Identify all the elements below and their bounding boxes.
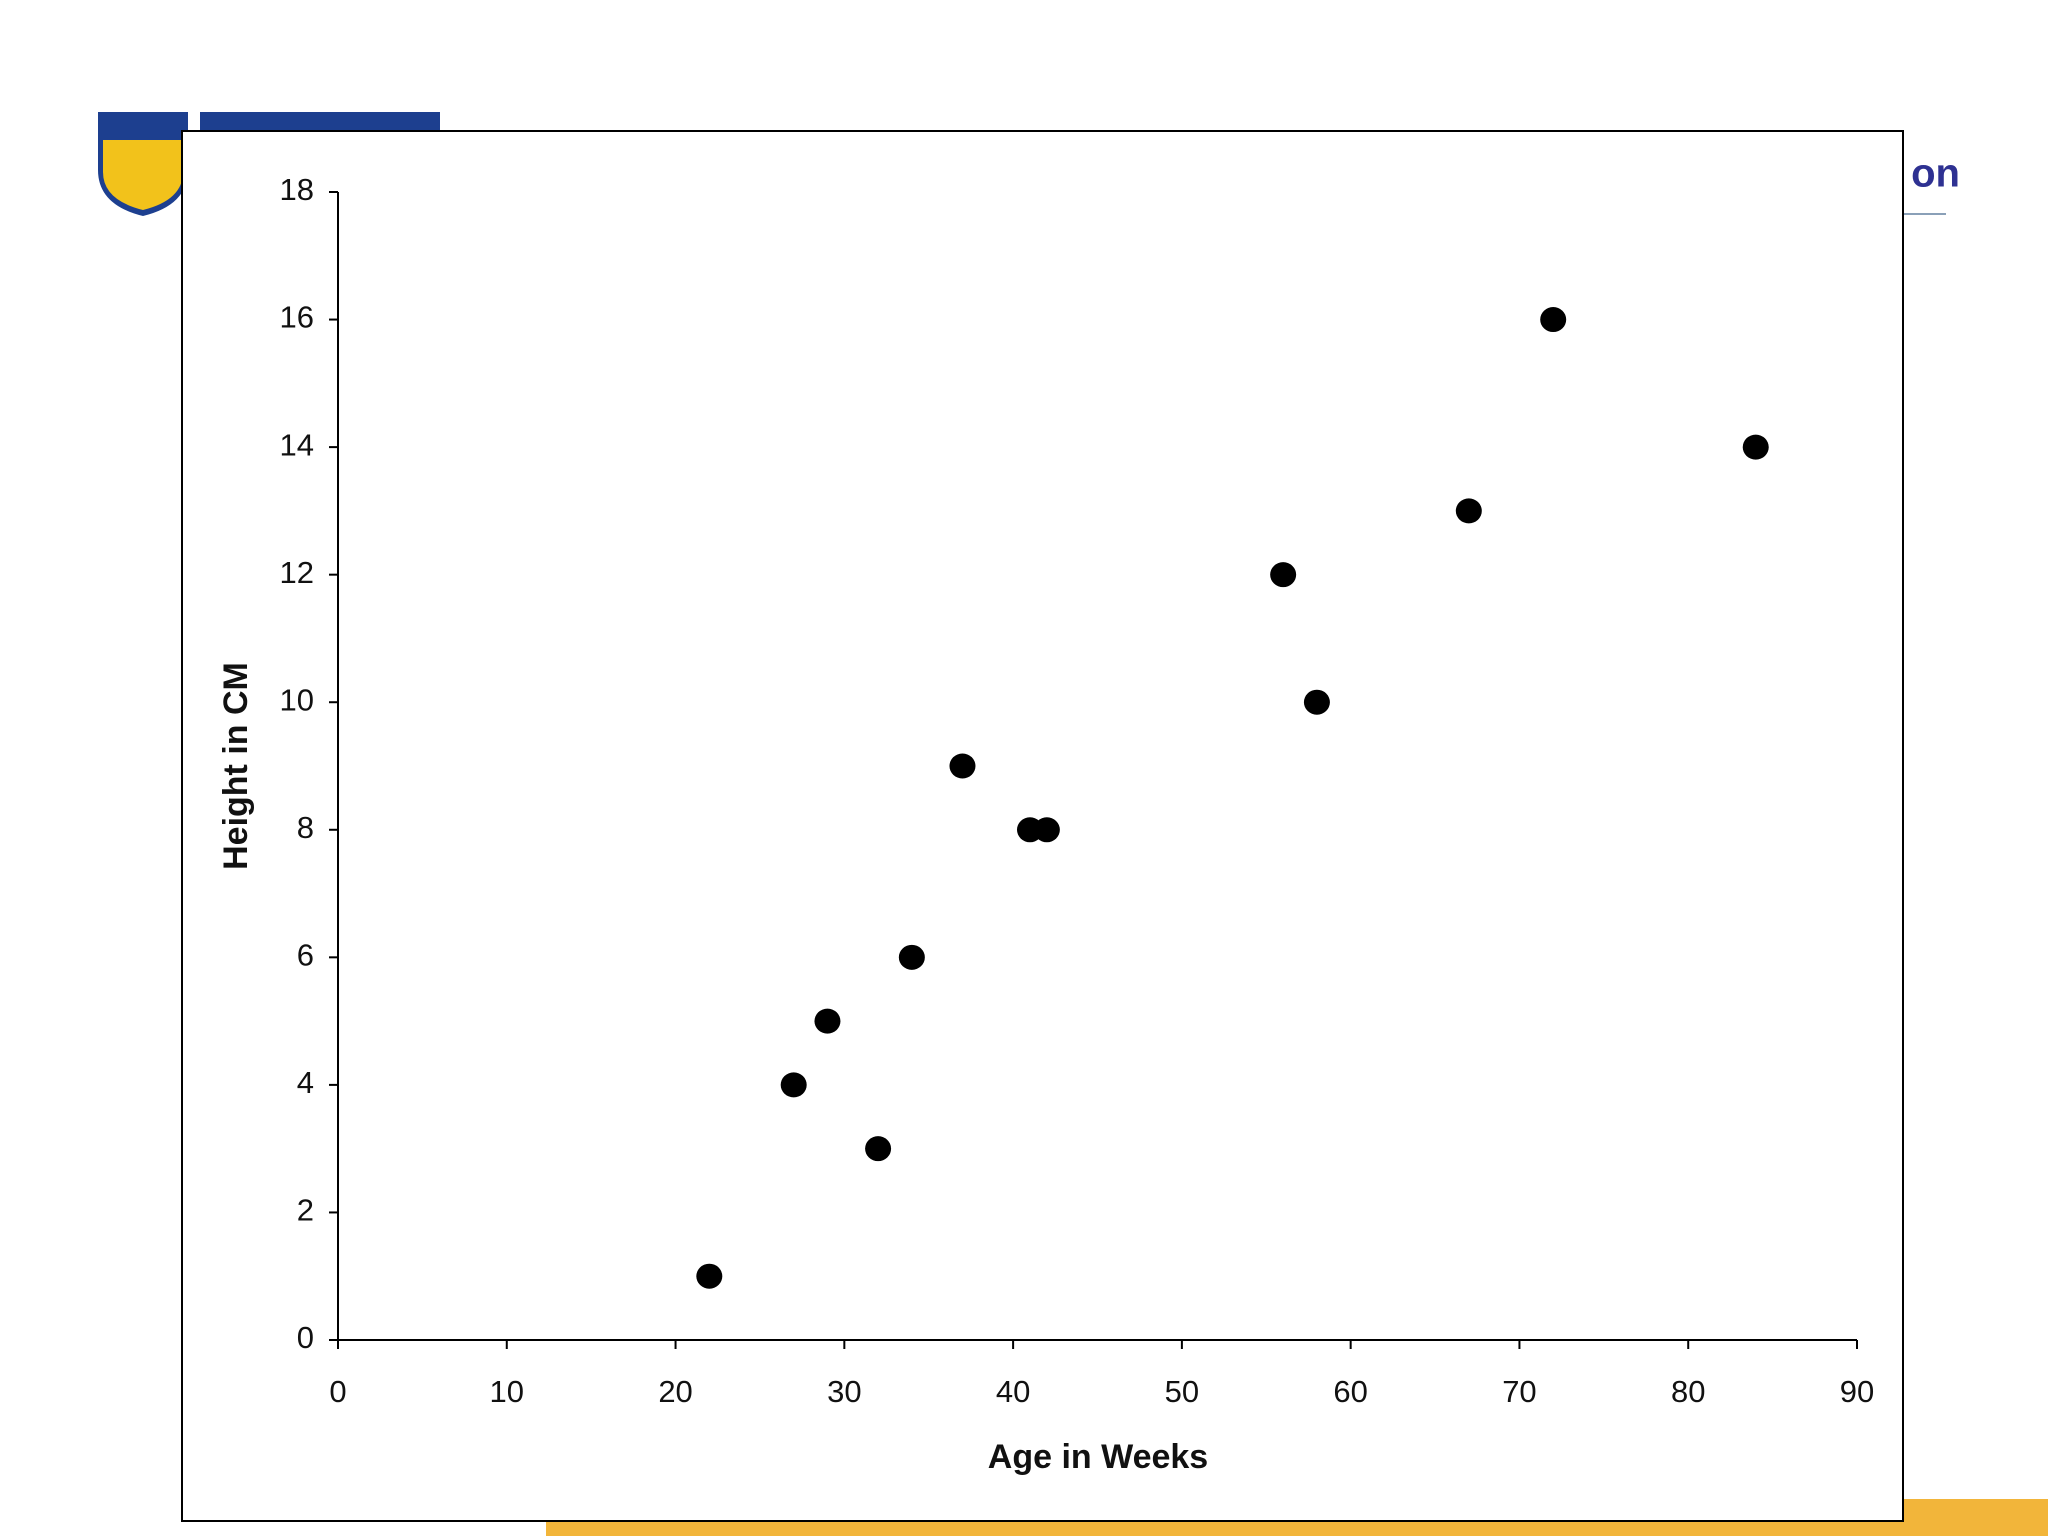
y-tick-label: 0	[297, 1320, 314, 1355]
point	[780, 1072, 807, 1098]
point	[1742, 434, 1769, 460]
point	[898, 944, 925, 970]
y-tick-label: 6	[297, 938, 314, 973]
y-tick-label: 2	[297, 1193, 314, 1228]
y-tick-label: 8	[297, 810, 314, 845]
y-tick-label: 12	[280, 555, 314, 590]
y-axis-title: Height in CM	[217, 662, 255, 870]
x-tick-label: 50	[1165, 1374, 1199, 1409]
point	[696, 1263, 723, 1289]
point	[1455, 498, 1482, 524]
point	[865, 1136, 892, 1162]
x-tick-label: 10	[490, 1374, 524, 1409]
point	[814, 1008, 841, 1034]
y-tick-label: 14	[280, 427, 314, 462]
slide-title: on	[1911, 152, 1960, 196]
point	[949, 753, 976, 779]
point	[1540, 307, 1567, 333]
y-tick-label: 18	[280, 172, 314, 207]
y-tick-label: 16	[280, 300, 314, 335]
y-tick-label: 4	[297, 1065, 314, 1100]
y-tick-label: 10	[280, 682, 314, 717]
point	[1033, 817, 1060, 843]
x-tick-label: 80	[1671, 1374, 1705, 1409]
x-tick-label: 90	[1840, 1374, 1874, 1409]
x-tick-label: 70	[1502, 1374, 1536, 1409]
point	[1270, 562, 1297, 588]
chart-frame	[181, 130, 1904, 1522]
x-tick-label: 40	[996, 1374, 1030, 1409]
point	[1303, 689, 1330, 715]
x-tick-label: 20	[658, 1374, 692, 1409]
x-tick-label: 0	[329, 1374, 346, 1409]
logo	[98, 112, 440, 216]
x-axis-title: Age in Weeks	[988, 1438, 1208, 1476]
x-tick-label: 30	[827, 1374, 861, 1409]
x-tick-label: 60	[1333, 1374, 1367, 1409]
